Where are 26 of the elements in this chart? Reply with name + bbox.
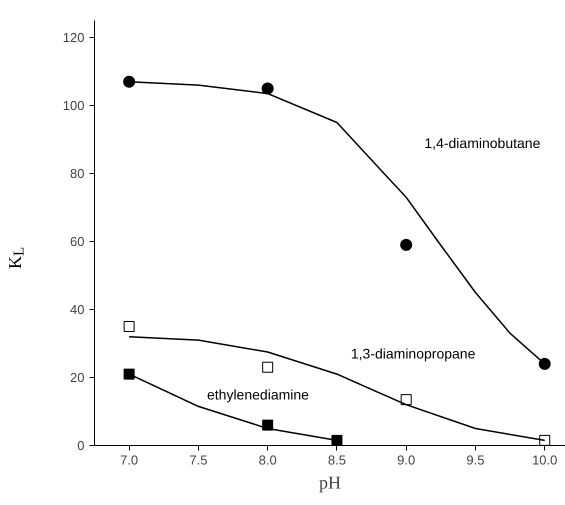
y-tick-label: 60 [70,234,85,249]
annotation: ethylenediamine [206,386,310,402]
point [123,76,136,88]
x-axis-title: pH [319,472,341,492]
y-tick-label: 120 [62,30,85,45]
point [538,358,551,370]
y-tick-label: 0 [77,438,85,453]
annotation: 1,3-diaminopropane [350,346,476,362]
y-tick-label: 40 [70,302,85,317]
point [124,368,135,380]
x-tick-label: 7.5 [189,452,208,468]
y-tick-label: 20 [70,370,85,385]
x-tick-label: 7.0 [120,452,138,468]
x-tick-label: 8.5 [328,452,346,468]
y-tick-label: 100 [62,98,85,113]
x-tick-label: 10.0 [532,452,558,468]
annotation: 1,4-diaminobutane [424,134,541,151]
point [400,394,412,406]
y-tick-label: 80 [70,166,85,181]
point [262,362,274,373]
x-tick-label: 9.0 [397,452,416,468]
point [262,82,274,94]
point [124,321,135,332]
x-tick-label: 9.5 [466,452,484,468]
x-tick-label: 8.0 [258,452,277,468]
point [400,238,412,251]
